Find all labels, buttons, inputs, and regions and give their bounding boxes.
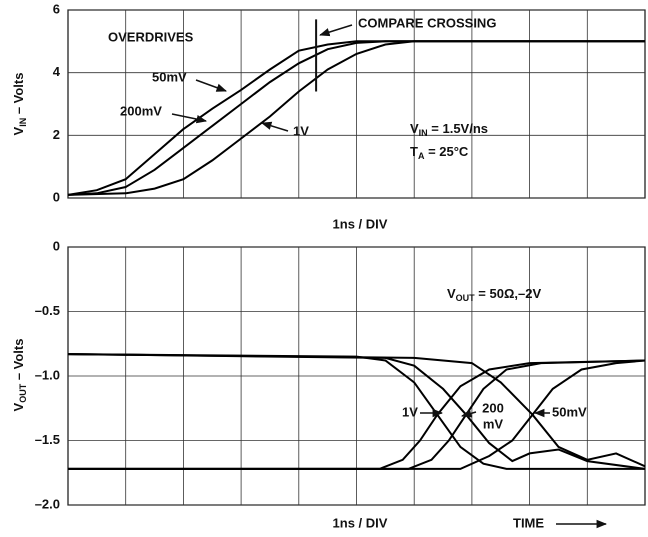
line-series xyxy=(67,353,646,470)
annotation-part: = 1.5V/ns xyxy=(428,121,488,136)
annotation-part: = 25°C xyxy=(424,144,468,159)
annotation: VOUT = 50Ω,–2V xyxy=(447,286,541,303)
annotation: VIN = 1.5V/ns xyxy=(410,121,488,138)
annotation-part: T xyxy=(410,144,418,159)
line-series xyxy=(67,40,645,196)
annotation-part: = 50Ω,–2V xyxy=(475,286,542,301)
y-tick-label: –2.0 xyxy=(35,496,60,511)
annotation: TA = 25°C xyxy=(410,144,469,161)
line-series xyxy=(68,359,646,470)
y-axis-label-part: V xyxy=(11,402,26,411)
series-label: 50mV xyxy=(152,69,187,84)
annotation-part: OUT xyxy=(456,293,476,303)
arrow xyxy=(260,121,289,132)
annotation: OVERDRIVES xyxy=(108,29,194,44)
y-tick-label: –0.5 xyxy=(35,303,60,318)
y-axis-label-part: IN xyxy=(18,118,28,127)
arrow xyxy=(195,79,227,92)
y-axis-label-part: – Volts xyxy=(11,73,26,118)
time-label: TIME xyxy=(513,515,544,530)
annotation-part: IN xyxy=(419,128,428,138)
arrow xyxy=(319,24,353,37)
annotation-part: A xyxy=(418,151,425,161)
annotation-part: V xyxy=(410,121,419,136)
x-axis-label: 1ns / DIV xyxy=(333,515,388,530)
x-axis-label: 1ns / DIV xyxy=(333,216,388,231)
annotation: 200 xyxy=(482,400,504,415)
y-axis-label-part: V xyxy=(11,126,26,135)
y-axis-label: VIN – Volts xyxy=(11,73,28,136)
arrow xyxy=(460,409,477,418)
y-axis-label-part: – Volts xyxy=(11,339,26,384)
line-series xyxy=(67,40,645,196)
y-axis-label: VOUT – Volts xyxy=(11,339,28,412)
y-tick-label: –1.0 xyxy=(35,367,60,382)
line-series xyxy=(67,40,645,196)
y-tick-label: 0 xyxy=(53,238,60,253)
arrow xyxy=(171,113,208,124)
series-label: 1V xyxy=(293,123,309,138)
y-axis-label-part: OUT xyxy=(18,383,28,403)
annotation: 1V xyxy=(402,404,418,419)
annotation: 50mV xyxy=(552,404,587,419)
series-label: 200mV xyxy=(120,103,162,118)
annotation: COMPARE CROSSING xyxy=(358,15,496,30)
y-tick-label: 2 xyxy=(53,127,60,142)
annotation-part: V xyxy=(447,286,456,301)
annotation: mV xyxy=(483,416,504,431)
y-tick-label: 0 xyxy=(53,189,60,204)
y-tick-label: –1.5 xyxy=(35,432,60,447)
y-tick-label: 6 xyxy=(53,1,60,16)
y-tick-label: 4 xyxy=(53,64,61,79)
